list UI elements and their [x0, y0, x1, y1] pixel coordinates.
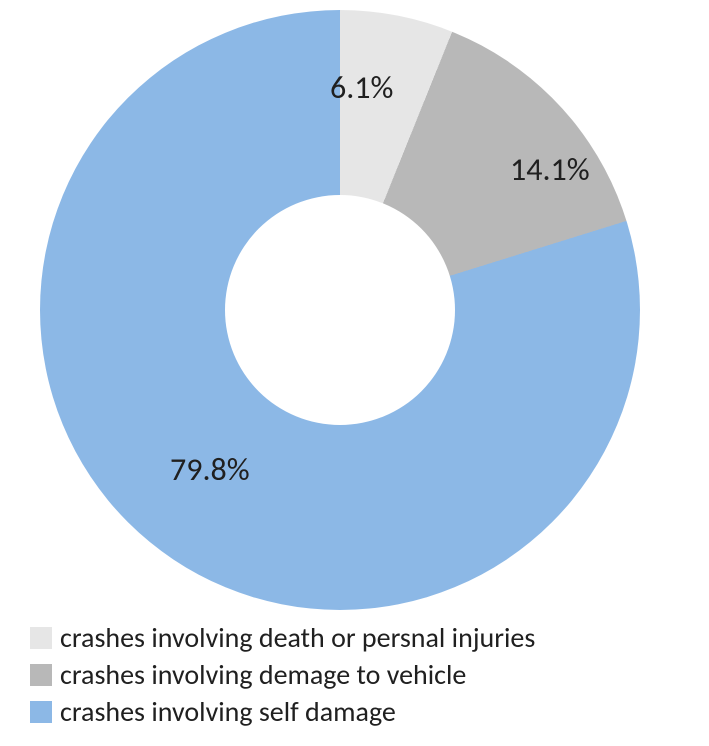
legend-swatch-0 [30, 627, 52, 649]
slice-label-0: 6.1% [330, 68, 393, 107]
legend-swatch-1 [30, 664, 52, 686]
donut-wrap: 6.1% 14.1% 79.8% [40, 10, 640, 610]
slice-label-2: 79.8% [170, 450, 250, 489]
legend: crashes involving death or persnal injur… [30, 620, 535, 731]
legend-label-2: crashes involving self damage [60, 694, 396, 729]
crash-types-donut-chart: 6.1% 14.1% 79.8% crashes involving death… [0, 0, 709, 746]
donut-hole [225, 195, 455, 425]
slice-label-1: 14.1% [510, 150, 590, 189]
legend-item-0: crashes involving death or persnal injur… [30, 620, 535, 655]
legend-item-2: crashes involving self damage [30, 694, 535, 729]
legend-swatch-2 [30, 701, 52, 723]
legend-label-1: crashes involving demage to vehicle [60, 657, 466, 692]
legend-item-1: crashes involving demage to vehicle [30, 657, 535, 692]
legend-label-0: crashes involving death or persnal injur… [60, 620, 535, 655]
